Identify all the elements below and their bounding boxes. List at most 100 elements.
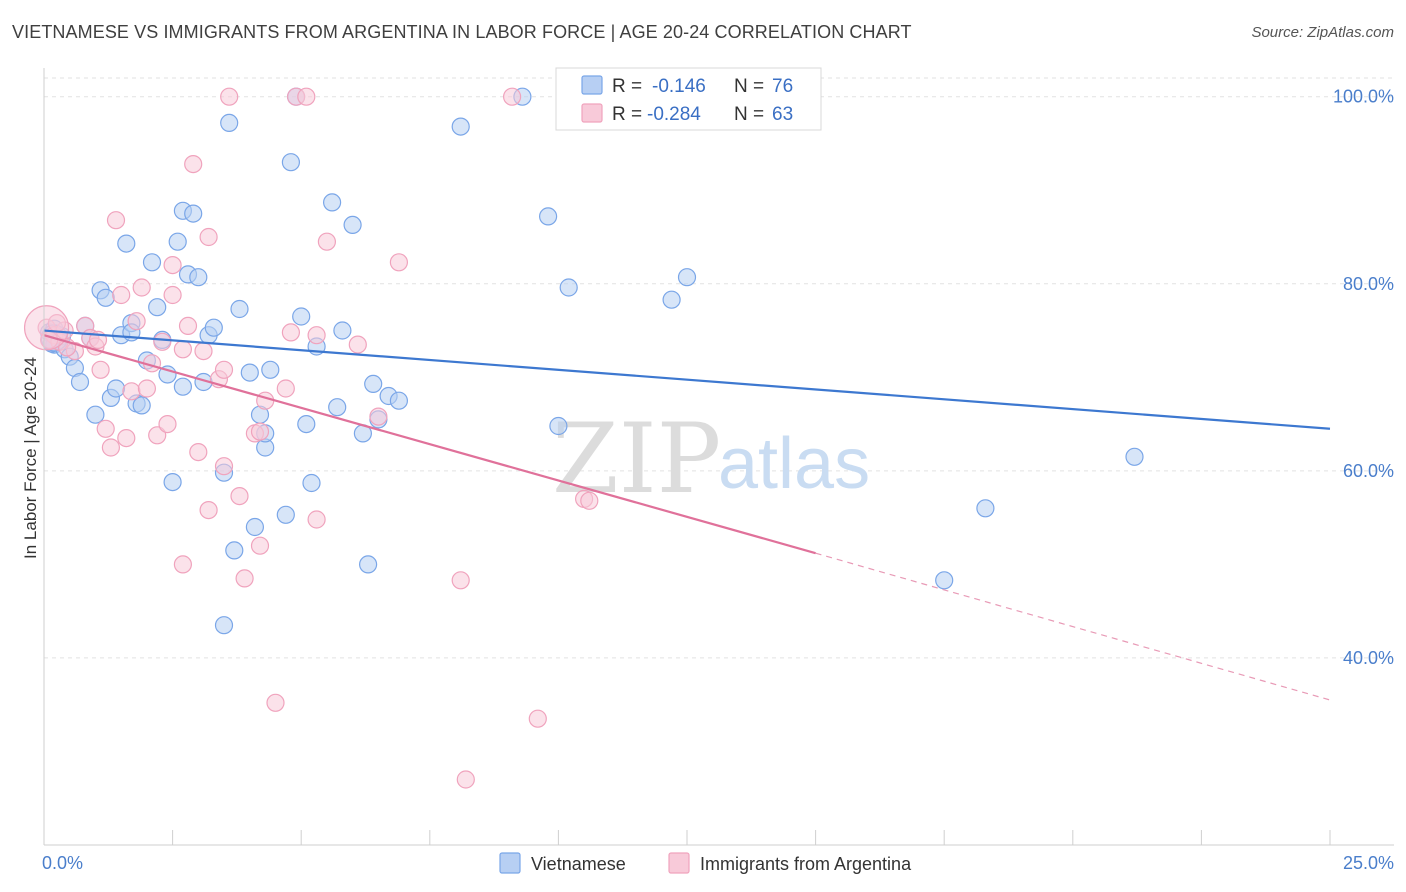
vietnamese-point-20 — [132, 396, 151, 415]
legend-top: R = -0.146 N = 76 R = -0.284 N = 63 — [555, 67, 822, 131]
vietnamese-point-52 — [302, 473, 321, 493]
vietnamese-point-54 — [323, 193, 342, 212]
vietnamese-point-41 — [240, 363, 259, 382]
vietnamese-point-35 — [204, 318, 223, 337]
y-tick-label-2: 80.0% — [1343, 274, 1394, 294]
vietnamese-point-40 — [214, 616, 234, 635]
argentina-point-45 — [297, 87, 316, 106]
vietnamese-point-70 — [677, 268, 697, 287]
argentina-point-11 — [106, 211, 126, 230]
vietnamese-point-39 — [230, 299, 249, 319]
trend-line-argentina-extrapolated — [815, 552, 1331, 701]
vietnamese-point-60 — [364, 374, 383, 393]
x-tick-labels: 0.0% 25.0% — [42, 853, 1394, 873]
argentina-point-35 — [220, 87, 239, 106]
legend-swatch-argentina — [581, 103, 603, 123]
vietnamese-point-10 — [86, 405, 105, 424]
legend-n-value-1: 76 — [772, 76, 793, 97]
vietnamese-point-56 — [333, 321, 352, 340]
argentina-point-29 — [194, 342, 213, 361]
argentina-point-24 — [173, 340, 192, 359]
watermark-atlas: atlas — [718, 424, 870, 504]
y-tick-label-1: 60.0% — [1343, 461, 1394, 481]
argentina-point-17 — [137, 379, 156, 398]
trend-line-argentina — [43, 334, 816, 555]
vietnamese-point-27 — [168, 232, 187, 251]
argentina-point-34 — [214, 457, 234, 476]
legend-bottom-swatch-argentina — [668, 852, 690, 874]
vietnamese-point-23 — [148, 298, 167, 317]
vietnamese-point-66 — [538, 207, 558, 226]
argentina-point-15 — [127, 312, 146, 331]
vietnamese-point-29 — [173, 377, 192, 396]
chart-title: VIETNAMESE VS IMMIGRANTS FROM ARGENTINA … — [12, 22, 912, 42]
vietnamese-point-37 — [220, 113, 239, 133]
argentina-point-9 — [96, 419, 115, 438]
argentina-point-40 — [256, 391, 275, 410]
argentina-point-50 — [369, 407, 388, 426]
vietnamese-point-48 — [281, 153, 300, 172]
vietnamese-point-57 — [343, 215, 362, 234]
y-axis-label: In Labor Force | Age 20-24 — [21, 357, 40, 559]
y-tick-labels: 40.0% 60.0% 80.0% 100.0% — [1333, 87, 1394, 668]
legend-r-label-2: R = — [612, 104, 642, 125]
vietnamese-point-7 — [70, 372, 90, 392]
argentina-point-cluster — [23, 305, 70, 351]
argentina-point-26 — [178, 316, 198, 335]
argentina-point-49 — [348, 335, 367, 354]
argentina-point-14 — [122, 382, 141, 401]
legend-n-label-2: N = — [734, 104, 764, 125]
legend-n-value-2: 63 — [772, 104, 793, 125]
vietnamese-point-51 — [297, 415, 316, 434]
legend-bottom-swatch-vietnamese — [499, 852, 521, 874]
argentina-point-21 — [158, 415, 177, 434]
vietnamese-point-68 — [559, 278, 578, 297]
argentina-point-37 — [235, 569, 254, 588]
argentina-point-55 — [528, 709, 547, 728]
argentina-point-31 — [199, 501, 218, 520]
vietnamese-point-72 — [976, 499, 995, 518]
argentina-point-23 — [163, 285, 182, 305]
argentina-point-47 — [307, 510, 326, 529]
argentina-point-10 — [101, 438, 121, 457]
legend-r-value-1: -0.146 — [652, 76, 706, 97]
vietnamese-point-63 — [389, 391, 408, 410]
legend-r-value-2: -0.284 — [647, 104, 701, 125]
argentina-point-28 — [189, 443, 208, 462]
vietnamese-point-38 — [225, 541, 244, 560]
argentina-point-25 — [173, 555, 192, 574]
argentina-point-62 — [250, 422, 270, 441]
series-argentina-points — [23, 87, 599, 789]
vietnamese-point-12 — [96, 288, 115, 307]
argentina-point-13 — [117, 429, 136, 448]
vietnamese-point-22 — [142, 253, 162, 272]
axes — [43, 68, 1394, 846]
legend-bottom: Vietnamese Immigrants from Argentina — [499, 852, 912, 874]
source-credit: Source: ZipAtlas.com — [1251, 24, 1394, 41]
vietnamese-point-50 — [292, 307, 311, 326]
argentina-point-48 — [317, 232, 336, 251]
trend-lines — [43, 329, 1331, 701]
argentina-point-8 — [91, 360, 110, 379]
argentina-point-16 — [132, 278, 151, 297]
argentina-point-27 — [184, 155, 203, 174]
argentina-point-20 — [153, 332, 172, 351]
x-tick-label-1: 25.0% — [1343, 853, 1394, 873]
legend-r-label-1: R = — [612, 76, 642, 97]
series-vietnamese-points — [39, 87, 1144, 635]
vietnamese-point-71 — [935, 571, 954, 590]
vietnamese-point-16 — [117, 234, 136, 253]
argentina-point-46 — [307, 326, 326, 345]
vietnamese-point-73 — [1125, 447, 1144, 466]
argentina-point-39 — [250, 536, 270, 555]
y-tick-label-0: 40.0% — [1343, 648, 1394, 668]
vietnamese-point-55 — [328, 398, 347, 417]
argentina-point-42 — [276, 379, 295, 398]
argentina-point-51 — [389, 253, 408, 272]
vietnamese-point-26 — [163, 473, 182, 492]
argentina-point-53 — [456, 770, 475, 789]
argentina-point-36 — [230, 487, 249, 506]
argentina-point-30 — [199, 227, 218, 247]
argentina-point-57 — [580, 491, 599, 510]
